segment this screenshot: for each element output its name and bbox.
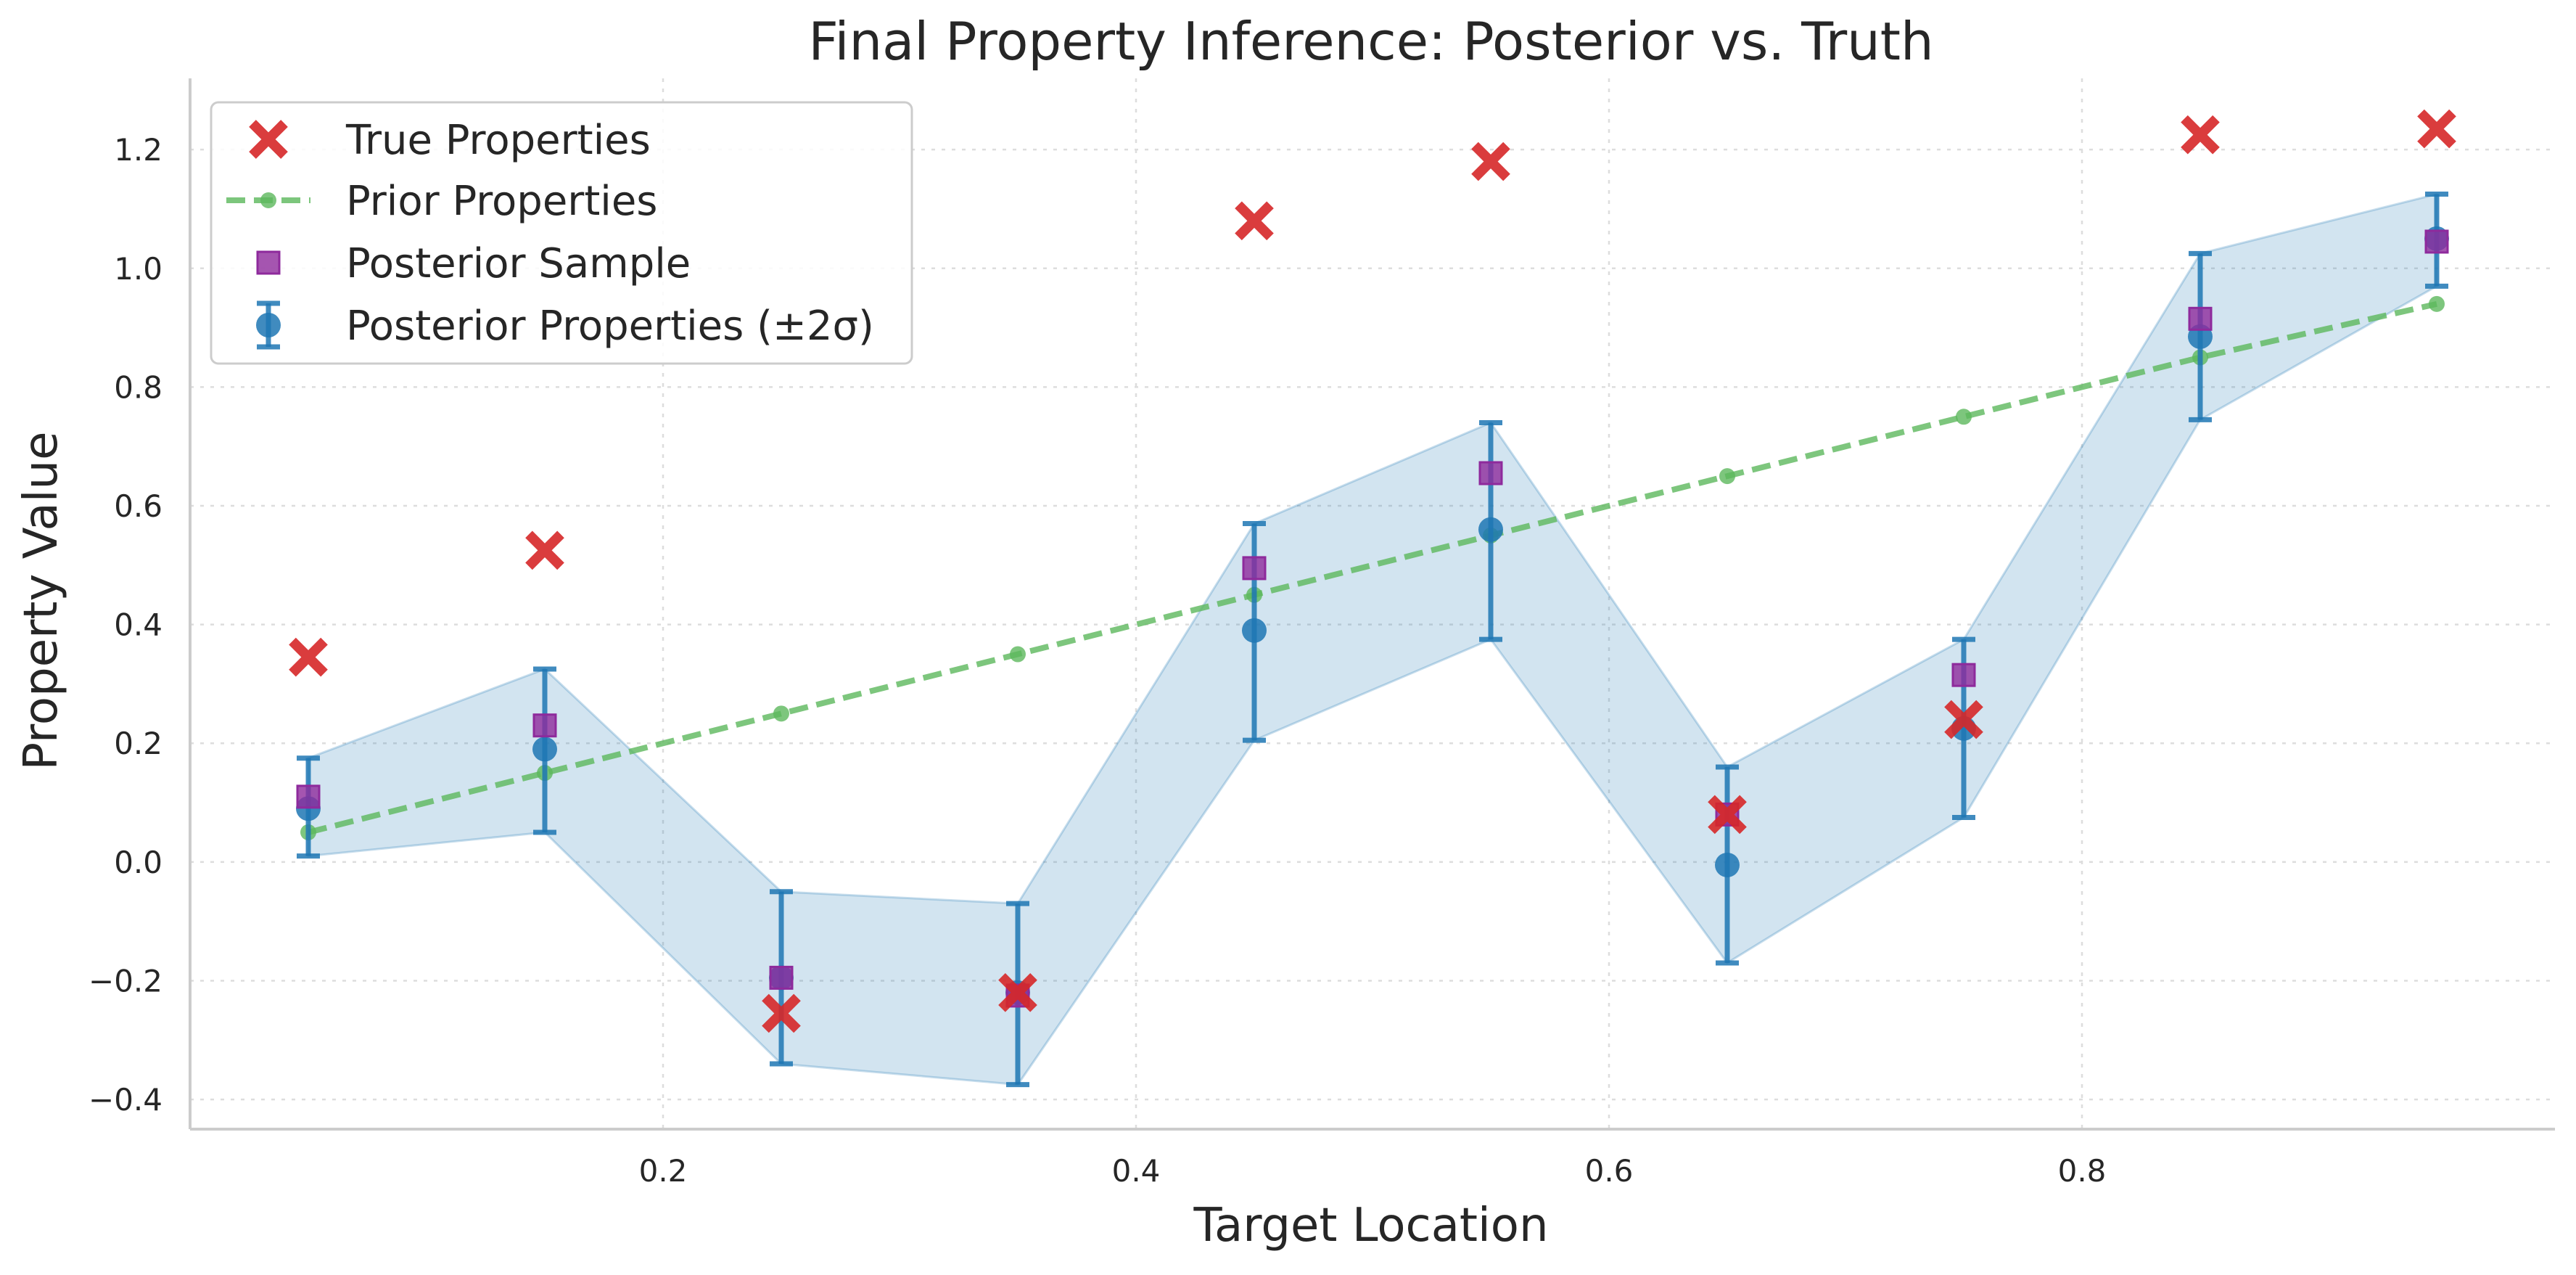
y-tick-label: −0.2 [89,963,162,999]
x-tick-label: 0.6 [1585,1153,1634,1189]
legend-errorbar-icon [256,300,281,350]
true-point [1471,142,1510,181]
y-tick-label: 0.4 [114,607,162,643]
prior-point [1956,409,1972,425]
legend-item-prior: Prior Properties [226,178,657,225]
legend-circle [256,313,281,337]
sample-point [2424,229,2449,254]
legend-x-mark [249,120,288,159]
chart-title: Final Property Inference: Posterior vs. … [808,11,1933,72]
y-tick-label: −0.4 [89,1082,162,1118]
legend-item-true: True Properties [249,117,651,164]
true-point [1708,795,1747,835]
posterior-point [532,737,557,762]
sample-point [1951,663,1976,687]
x-tick-label: 0.2 [639,1153,688,1189]
legend-label-prior: Prior Properties [346,178,657,225]
grid-lines [190,78,2555,1129]
posterior-point [1715,852,1740,877]
tick-labels: 0.2 0.4 0.6 0.8 −0.4 −0.2 0.0 0.2 0.4 0.6 0.8 1.0 1.… [89,132,2106,1189]
legend-frame [210,101,913,365]
x-tick-label: 0.4 [1112,1153,1161,1189]
true-point [762,993,801,1033]
true-point [1235,201,1274,241]
legend-dot [260,192,276,208]
true-point [1944,700,1983,739]
true-point [2417,109,2456,149]
y-tick-label: 0.0 [114,845,162,880]
legend-dashed-line-icon [226,192,310,208]
legend-square-icon [256,250,281,275]
prior-point [2429,295,2445,312]
y-tick-label: 1.0 [114,251,162,287]
x-axis-label: Target Location [1193,1199,1548,1253]
prior-point [773,705,789,722]
posterior-point [1478,517,1503,542]
y-tick-label: 0.8 [114,369,162,405]
sample-point [1478,461,1503,485]
prior-point [1010,646,1026,663]
true-point [525,530,564,570]
sample-point [296,784,321,809]
legend: True Properties Prior Properties Posteri… [210,101,913,365]
legend-label-posterior: Posterior Properties (±2σ) [346,303,874,350]
posterior-point [1242,618,1267,643]
legend-x-icon [249,120,288,159]
true-points [289,109,2456,1033]
sample-point [769,965,794,990]
sample-point [532,713,557,738]
y-axis-label: Property Value [15,432,68,771]
sample-point [2188,306,2213,331]
legend-label-true: True Properties [345,117,651,164]
true-point [998,973,1037,1012]
legend-item-posterior: Posterior Properties (±2σ) [256,300,874,350]
true-point [2181,115,2220,155]
legend-square [256,250,281,275]
legend-label-sample: Posterior Sample [346,240,691,287]
y-tick-label: 1.2 [114,132,162,168]
y-tick-label: 0.2 [114,726,162,761]
legend-item-sample: Posterior Sample [256,240,691,287]
y-tick-label: 0.6 [114,488,162,524]
prior-point [1719,468,1735,485]
sample-point [1242,556,1267,581]
prior-line [308,300,2437,835]
x-tick-label: 0.8 [2058,1153,2107,1189]
axes [189,78,2555,1131]
true-point [289,637,328,677]
